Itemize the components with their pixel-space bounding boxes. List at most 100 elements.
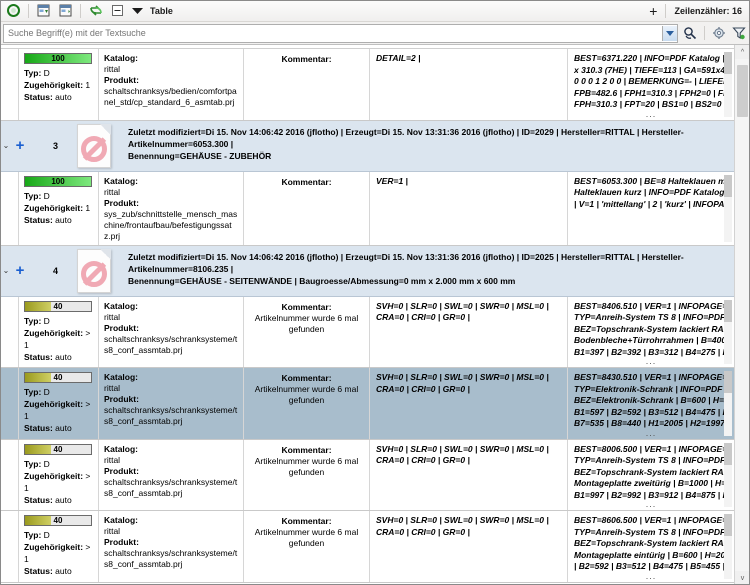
add-row-button[interactable]: + [649,2,658,19]
settings-gear-icon[interactable] [711,25,727,41]
scroll-track[interactable] [735,59,750,571]
best-cell-scrollbar[interactable] [724,299,732,364]
status-field: Status: auto [24,423,72,433]
produkt-value: schaltschranksys/schranksysteme/ts8_conf… [104,333,238,355]
row-gutter[interactable] [0,368,19,439]
flags-cell: SVH=0 | SLR=0 | SWL=0 | SWR=0 | MSL=0 | … [370,439,568,510]
score-bar: 40 [24,372,92,383]
table-row[interactable]: 40 Typ: D Zugehörigkeit: > 1 Status: auto Ka… [0,296,734,368]
table-row[interactable]: 40 Typ: D Zugehörigkeit: > 1 Status: auto Ka… [0,368,734,440]
kommentar-cell[interactable]: Kommentar: Artikelnummer wurde 6 mal gefu… [244,511,370,582]
group-expand-plus-icon[interactable]: + [15,136,25,154]
score-bar: 40 [24,515,92,526]
best-cell[interactable]: BEST=8006.500 | VER=1 | INFOPAGE=hb34_s6… [568,440,734,511]
flags-value: SVH=0 | SLR=0 | SWL=0 | SWR=0 | MSL=0 | … [376,443,549,466]
katalog-value: rittal [104,454,121,465]
score-bar: 100 [24,53,92,64]
group-collapse-chevron-icon[interactable]: ⌄ [2,266,10,275]
typ-field: Typ: D [24,458,50,469]
group-document-icon-cell [64,121,124,171]
table-row[interactable]: 40 Typ: D Zugehörigkeit: > 1 Status: auto Ka… [0,439,734,511]
best-cell-scrollbar[interactable] [724,514,732,579]
toolbar-divider-2 [80,3,81,18]
kommentar-cell[interactable]: Kommentar: Artikelnummer wurde 6 mal gefu… [244,439,370,510]
best-line: TYP=Anreih-System TS 8 | INFO=PDF Katalo… [574,312,728,322]
katalog-cell: Katalog: rittal Produkt: sys_zub/schnittste… [99,171,244,245]
katalog-value: rittal [104,311,121,322]
katalog-value: rittal [104,526,121,536]
kommentar-cell[interactable]: Kommentar: Artikelnummer wurde 6 mal gefu… [244,368,370,439]
best-cell[interactable]: BEST=8406.510 | VER=1 | INFOPAGE=hb34_s6… [568,297,734,368]
group-expand-plus-icon[interactable]: + [15,261,25,279]
view-mode-dropdown[interactable] [130,1,145,20]
grid-vertical-scrollbar[interactable]: ^ v [734,45,750,585]
refresh-globe-icon[interactable] [4,1,23,20]
row-gutter[interactable] [0,296,19,367]
collapse-all-icon[interactable] [108,1,127,20]
katalog-label: Katalog: [104,53,138,63]
kommentar-label: Kommentar: [281,516,332,526]
filter-funnel-icon[interactable] [731,25,747,41]
score-bar: 100 [24,175,92,187]
katalog-label: Katalog: [104,175,138,186]
flags-cell: VER=1 | [370,171,568,245]
sync-icon[interactable] [86,1,105,20]
best-line: BEST=8430.510 | VER=1 | INFOPAGE=hb34_s7… [574,372,728,382]
scroll-up-arrow[interactable]: ^ [735,45,750,59]
results-grid[interactable]: 100 Typ: D Zugehörigkeit: 1 Status: auto Kat… [0,45,734,585]
katalog-label: Katalog: [104,372,138,382]
best-cell-scrollbar[interactable] [724,174,732,242]
kommentar-cell[interactable]: Kommentar: [244,49,370,120]
zugehoerigkeit-field: Zugehörigkeit: > 1 [24,470,91,493]
group-row[interactable]: ⌄ +4 Zuletzt modifiziert=Di 15. Nov 14:06:… [0,245,734,297]
kommentar-label: Kommentar: [281,373,332,383]
best-more-indicator: ... [645,427,657,438]
best-line: BEST=6371.220 | INFO=PDF Katalog | FUER=… [574,53,728,63]
best-line: FPB=482.6 | FPH1=310.3 | FPH2=0 | FPH3=0… [574,87,728,98]
best-line: B1=397 | B2=392 | B3=312 | B4=275 | B5=2… [574,346,728,357]
best-cell[interactable]: BEST=6053.300 | BE=8 Halteklauen mittell… [568,172,734,245]
table-row[interactable]: 40 Typ: D Zugehörigkeit: > 1 Status: auto Ka… [0,511,734,583]
search-combo[interactable] [3,23,678,43]
table-row[interactable]: 100 Typ: D Zugehörigkeit: 1 Status: auto Kat… [0,49,734,121]
find-magnifier-icon[interactable] [682,25,698,41]
group-meta-line-1: Zuletzt modifiziert=Di 15. Nov 14:06:42 … [128,251,684,274]
zugehoerigkeit-field: Zugehörigkeit: 1 [24,80,91,90]
row-gutter[interactable] [0,171,19,245]
kommentar-cell[interactable]: Kommentar: [244,171,370,245]
best-line: Halteklauen kurz | INFO=PDF Katalog | GE… [574,187,728,197]
row-gutter[interactable] [0,439,19,510]
group-row[interactable]: ⌄ +3 Zuletzt modifiziert=Di 15. Nov 14:06:… [0,120,734,172]
best-line: x 310.3 (7HE) | TIEFE=113 | GA=591x419x1… [574,64,728,75]
table-row[interactable]: 100 Typ: D Zugehörigkeit: 1 Status: auto Kat… [0,171,734,246]
row-gutter[interactable] [0,49,19,120]
best-cell-scrollbar[interactable] [724,52,732,117]
best-cell-scrollbar[interactable] [724,442,732,507]
group-index-label: 4 [52,265,58,276]
search-history-dropdown[interactable] [662,25,677,41]
best-line: BEZ=Topschrank-System lackiert RAL 7035 … [574,323,728,334]
row-gutter[interactable] [0,511,19,582]
best-line: BEST=8606.500 | VER=1 | INFOPAGE=hb34_s6… [574,515,728,525]
score-value: 40 [53,373,63,382]
search-input[interactable] [4,24,662,42]
best-cell[interactable]: BEST=8606.500 | VER=1 | INFOPAGE=hb34_s6… [568,511,734,582]
kommentar-value: Artikelnummer wurde 6 mal gefunden [254,527,359,548]
best-cell-scrollbar[interactable] [724,371,732,436]
kommentar-cell[interactable]: Kommentar: Artikelnummer wurde 6 mal gefu… [244,296,370,367]
produkt-label: Produkt: [104,465,139,476]
typ-field: Typ: D [24,530,50,540]
scroll-thumb[interactable] [737,65,748,117]
katalog-label: Katalog: [104,515,138,525]
scroll-down-arrow[interactable]: v [735,571,750,585]
score-bar: 40 [24,443,92,455]
group-collapse-chevron-icon[interactable]: ⌄ [2,141,10,150]
best-cell[interactable]: BEST=6371.220 | INFO=PDF Katalog | FUER=… [568,49,734,120]
import-table-icon[interactable] [34,1,53,20]
status-cell: 40 Typ: D Zugehörigkeit: > 1 Status: auto [19,296,99,367]
export-table-icon[interactable] [56,1,75,20]
produkt-value: sys_zub/schnittstelle_mensch_maschine/fr… [104,208,238,241]
best-cell[interactable]: BEST=8430.510 | VER=1 | INFOPAGE=hb34_s7… [568,368,734,439]
best-line: Bodenbleche+Türrohrrahmen | B=400 | H=20… [574,335,728,345]
